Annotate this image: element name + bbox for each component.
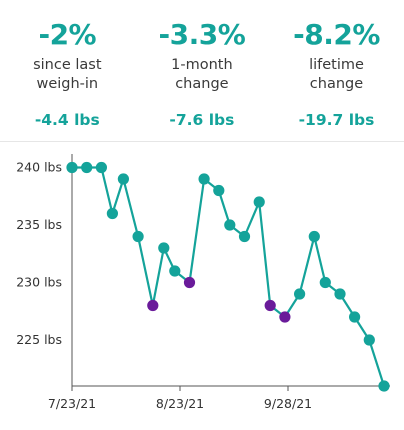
data-point[interactable] [66,161,78,174]
series-line [72,166,386,387]
x-tick-label: 8/23/21 [156,396,204,411]
stat-since-last-weigh-in: -2% since last weigh-in -4.4 lbs [0,0,135,140]
stat-label: lifetime change [309,56,364,94]
summary-stats: -2% since last weigh-in -4.4 lbs -3.3% 1… [0,0,404,140]
stat-change-lbs: -7.6 lbs [169,111,235,129]
stat-change-lbs: -4.4 lbs [34,111,100,129]
stat-percent: -2% [38,18,97,51]
data-point[interactable] [363,334,375,346]
y-tick-label: 230 lbs [16,275,62,290]
data-point[interactable] [198,173,210,185]
data-point[interactable] [224,219,236,231]
y-axis: 240 lbs 235 lbs 230 lbs 225 lbs [16,154,73,386]
stat-label: 1-month change [171,56,233,94]
stat-lifetime-change: -8.2% lifetime change -19.7 lbs [269,0,404,140]
data-point[interactable] [213,184,225,197]
stat-percent: -3.3% [158,18,246,51]
stat-label-line2: change [309,76,364,92]
weight-line-chart: 240 lbs 235 lbs 230 lbs 225 lbs 7/23/21 8/23… [16,154,390,411]
stat-label-line2: weigh-in [36,76,99,92]
data-point[interactable] [349,311,361,323]
stat-one-month-change: -3.3% 1-month change -7.6 lbs [135,0,270,140]
data-point[interactable] [169,265,181,277]
data-point[interactable] [308,230,320,243]
x-tick-label: 7/23/21 [48,396,96,411]
data-point[interactable] [106,207,118,220]
data-point[interactable] [253,196,265,208]
data-point[interactable] [158,242,170,254]
highlighted-data-point[interactable] [183,276,196,289]
weight-series-line [72,166,386,387]
data-point[interactable] [294,288,306,300]
stat-label-line1: lifetime [309,57,364,73]
x-tick-label: 9/28/21 [264,396,312,411]
stat-label-line1: 1-month [171,57,233,73]
stat-change-lbs: -19.7 lbs [298,111,375,129]
highlighted-data-point[interactable] [264,299,276,312]
y-tick-label: 240 lbs [16,160,62,175]
data-point[interactable] [378,380,390,392]
section-divider [0,141,404,142]
y-tick-label: 225 lbs [16,332,62,347]
data-point[interactable] [238,230,251,243]
highlighted-data-point[interactable] [279,311,291,323]
stat-label-line1: since last [33,57,102,73]
stat-label-line2: change [175,76,229,92]
x-axis: 7/23/21 8/23/21 9/28/21 [48,385,390,411]
data-point[interactable] [132,230,144,243]
data-point[interactable] [117,173,129,185]
data-point[interactable] [81,161,93,174]
data-point[interactable] [95,161,107,174]
highlighted-data-point[interactable] [147,299,159,312]
data-point[interactable] [334,288,346,300]
data-point[interactable] [319,276,331,289]
stat-label: since last weigh-in [33,56,101,94]
y-tick-label: 235 lbs [16,217,62,232]
stat-percent: -8.2% [293,18,380,51]
weight-series-points [66,161,390,392]
